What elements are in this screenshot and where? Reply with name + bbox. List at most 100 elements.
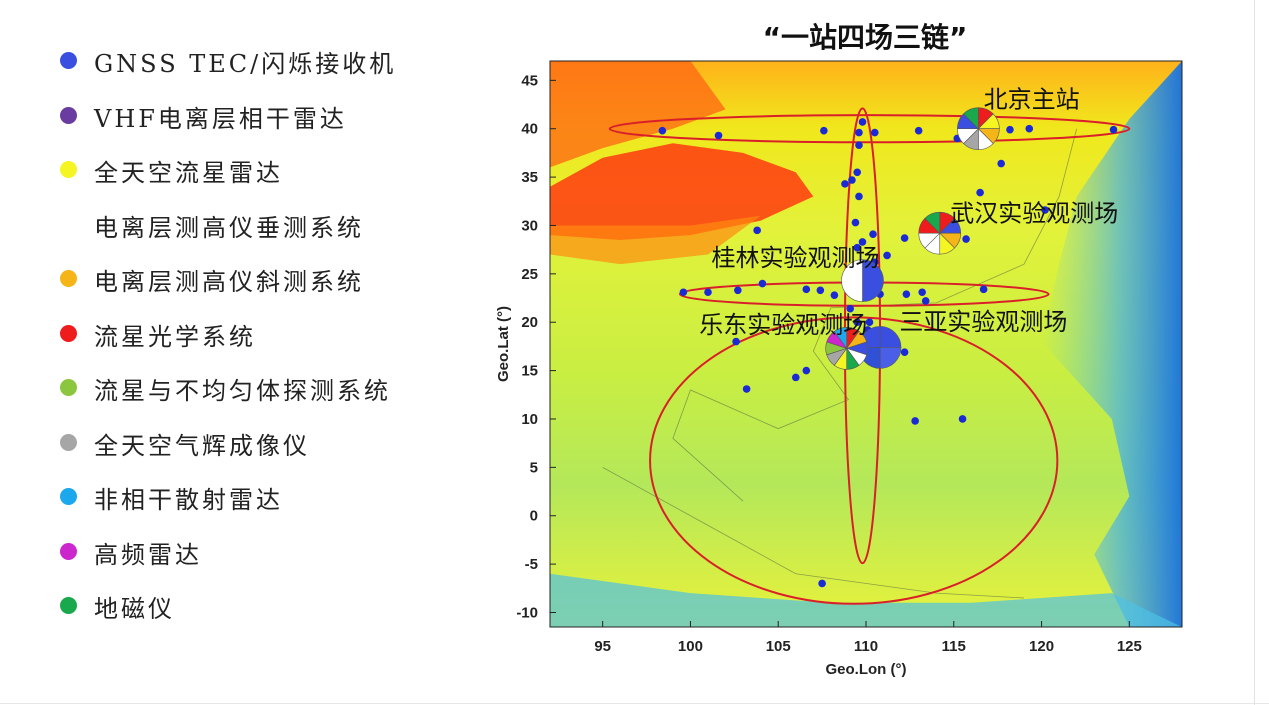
x-tick-label: 100: [678, 638, 703, 655]
legend-label: 非相干散射雷达: [94, 486, 283, 514]
legend-label: 电离层测高仪斜测系统: [94, 268, 364, 296]
chart-title: “一站四场三链”: [762, 21, 968, 54]
station-slice: [879, 347, 902, 369]
y-tick-label: 0: [530, 508, 538, 525]
legend-label: 全天空流星雷达: [94, 159, 283, 187]
gnss-point: [704, 288, 712, 297]
legend-label: 流星与不均匀体探测系统: [94, 377, 391, 405]
gnss-point: [853, 318, 862, 327]
gnss-point: [1025, 124, 1034, 133]
south-ocean-region: [550, 573, 1182, 627]
y-tick-label: 35: [521, 169, 538, 186]
y-tick-label: 25: [521, 266, 538, 283]
y-tick-label: 40: [521, 121, 538, 138]
legend-label: 流星光学系统: [94, 322, 256, 351]
ocean-region: [1041, 61, 1182, 627]
gnss-point: [791, 373, 800, 382]
y-tick-label: -10: [516, 604, 538, 621]
gnss-point: [902, 290, 911, 298]
chain-ellipse: [608, 114, 1131, 144]
legend-marker: [60, 52, 77, 69]
gnss-point: [714, 131, 723, 140]
y-axis-label: Geo.Lat (°): [495, 306, 512, 382]
gnss-point: [958, 415, 967, 423]
geo-chart: 95 100 105 110 115 120 125 -10 -5 0 5 10 15 20 25 30 35 4…: [495, 60, 1183, 678]
gnss-point: [900, 234, 909, 242]
x-tick-label: 95: [594, 638, 611, 655]
gnss-point: [855, 192, 863, 201]
x-tick-label: 105: [766, 638, 791, 655]
station-marker: [918, 211, 962, 255]
station-label: 桂林实验观测场: [712, 244, 880, 272]
slide-edge-line: [1254, 0, 1255, 705]
y-tick-label: 15: [521, 363, 538, 380]
y-tick-label: 30: [521, 217, 538, 234]
station-slice: [879, 326, 902, 348]
gnss-point: [658, 126, 667, 135]
gnss-point: [1041, 206, 1049, 214]
station-label: 乐东实验观测场: [699, 311, 867, 339]
legend-label: 电离层测高仪垂测系统: [94, 213, 364, 242]
station-marker: [841, 259, 884, 302]
gnss-point: [679, 288, 688, 297]
gnss-point: [1109, 125, 1118, 134]
gnss-point: [818, 579, 826, 588]
x-axis-label: Geo.Lon (°): [826, 661, 907, 678]
y-tick-label: 20: [521, 314, 538, 331]
gnss-point: [853, 168, 862, 177]
gnss-point: [820, 126, 828, 135]
gnss-point: [865, 318, 874, 327]
coastline: [672, 128, 1078, 502]
gnss-point: [976, 188, 984, 197]
gnss-point: [734, 286, 742, 295]
legend-label: 全天空气辉成像仪: [94, 431, 310, 460]
gnss-point: [914, 126, 923, 135]
x-tick-label: 120: [1029, 638, 1054, 655]
station-slice: [833, 327, 847, 350]
legend-marker: [60, 597, 77, 614]
gnss-point: [802, 366, 811, 375]
gnss-point: [853, 243, 862, 252]
legend-marker: [60, 488, 77, 505]
coastline: [602, 467, 1025, 599]
gnss-point: [883, 251, 891, 260]
y-tick-label: -5: [525, 556, 538, 573]
station-label: 三亚实验观测场: [899, 308, 1067, 336]
station-slice: [862, 259, 884, 302]
y-tick-label: 10: [521, 411, 538, 428]
gnss-point: [1006, 125, 1014, 134]
plateau-region: [550, 143, 814, 240]
station-slice: [963, 107, 979, 130]
highland-region: [550, 61, 726, 168]
gnss-point: [997, 159, 1005, 168]
gnss-point: [758, 279, 767, 288]
gnss-point: [979, 285, 988, 294]
gnss-point: [921, 297, 930, 305]
gnss-point: [855, 141, 863, 149]
gnss-point: [846, 304, 854, 313]
legend-marker: [60, 106, 77, 124]
gnss-point: [911, 417, 919, 425]
legend-marker: [60, 379, 77, 396]
station-slice: [841, 259, 863, 302]
station-marker: [957, 107, 1000, 151]
legend-marker: [60, 542, 77, 560]
gnss-point: [851, 218, 860, 227]
legend-label: 地磁仪: [94, 595, 175, 623]
gnss-point: [732, 337, 740, 346]
legend-marker: [60, 433, 77, 451]
gnss-point: [900, 348, 909, 357]
station-label: 北京主站: [984, 85, 1080, 113]
gnss-point: [830, 291, 839, 299]
gnss-point: [962, 235, 970, 243]
gnss-point: [858, 118, 867, 126]
legend-marker: [60, 324, 77, 342]
station-marker: [825, 327, 868, 370]
legend-label: VHF电离层相干雷达: [94, 104, 347, 133]
legend-label: 高频雷达: [94, 540, 202, 569]
legend-marker: [60, 161, 77, 178]
gnss-point: [855, 128, 863, 137]
gnss-point: [848, 176, 856, 184]
station-label: 武汉实验观测场: [950, 200, 1118, 228]
gnss-point: [918, 288, 926, 297]
